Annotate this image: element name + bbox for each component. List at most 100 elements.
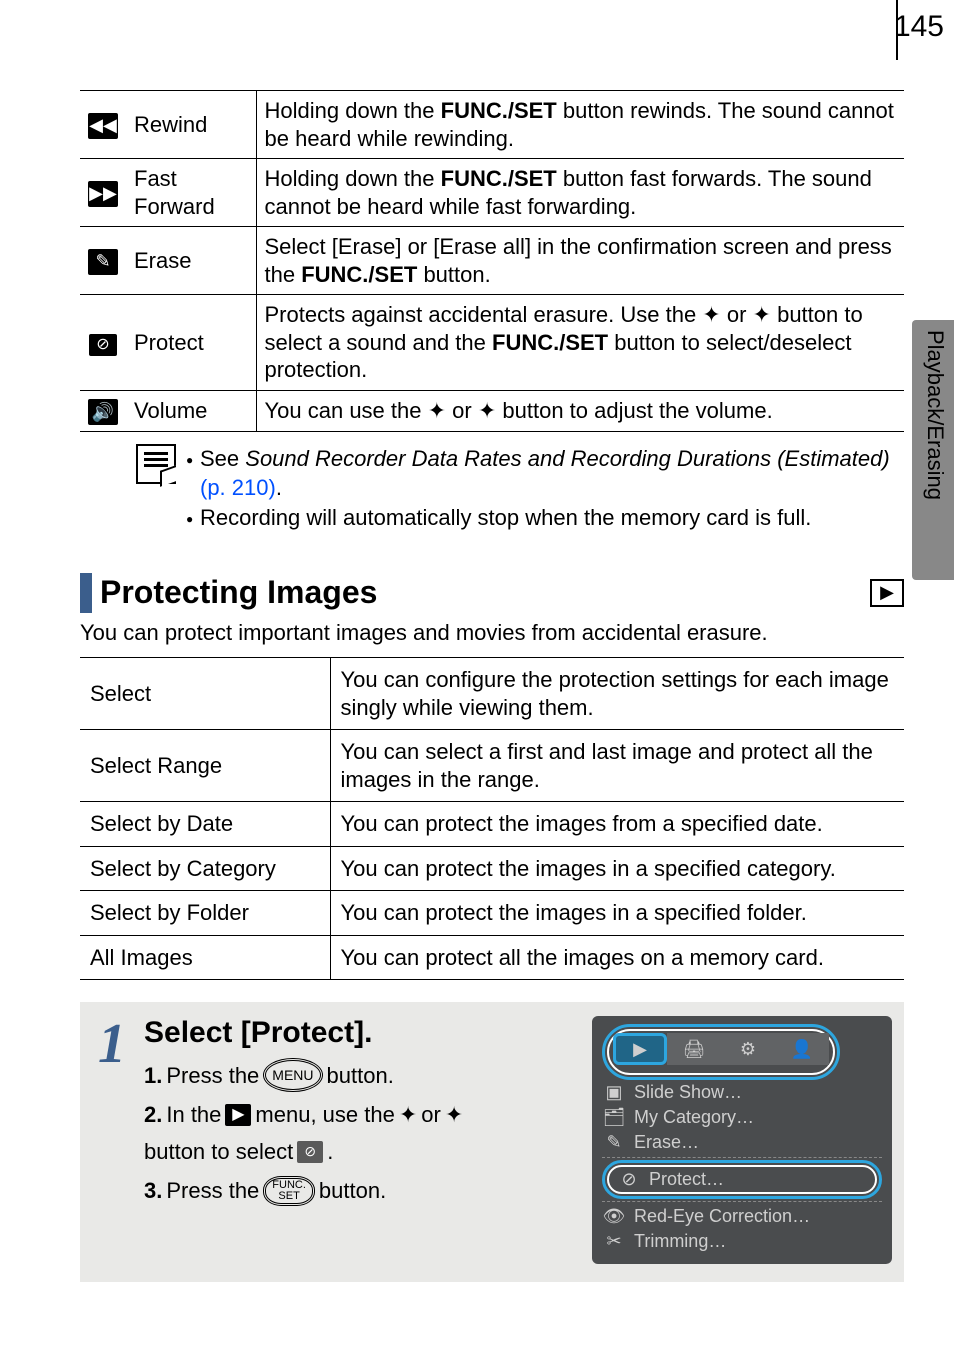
- bold-text: FUNC./SET: [492, 330, 608, 355]
- text: Fast: [134, 166, 177, 191]
- func-set-button-icon: FUNC. SET: [263, 1176, 315, 1206]
- menu-item: 👁 Red-Eye Correction…: [602, 1204, 882, 1229]
- option-name: Select by Category: [80, 846, 330, 891]
- option-desc: You can protect the images from a specif…: [330, 802, 904, 847]
- bold-text: FUNC./SET: [441, 98, 557, 123]
- row-label: Rewind: [126, 91, 256, 159]
- page-link[interactable]: (p. 210): [200, 475, 276, 500]
- menu-item: ▣Slide Show…: [602, 1080, 882, 1105]
- menu-label: Protect…: [649, 1169, 724, 1190]
- menu-label: My Category…: [634, 1107, 754, 1128]
- text: button.: [327, 1059, 394, 1092]
- text: or: [421, 1098, 441, 1131]
- bold-text: FUNC./SET: [441, 166, 557, 191]
- bold-text: FUNC./SET: [301, 262, 417, 287]
- erase-menu-icon: ✎: [602, 1132, 626, 1153]
- row-desc: Holding down the FUNC./SET button rewind…: [256, 91, 904, 159]
- tools-tab-icon: ⚙: [721, 1033, 775, 1065]
- text: .: [327, 1135, 333, 1168]
- text: button.: [417, 262, 490, 287]
- menu-item: ✂Trimming…: [602, 1229, 882, 1254]
- menu-item-highlighted: ⊘ Protect…: [607, 1165, 877, 1194]
- table-row: All ImagesYou can protect all the images…: [80, 935, 904, 980]
- table-row: SelectYou can configure the protection s…: [80, 658, 904, 730]
- playback-mode-icon: ▶: [870, 579, 904, 607]
- row-desc: You can use the ✦ or ✦ button to adjust …: [256, 390, 904, 431]
- text: Press the: [166, 1174, 259, 1207]
- menu-label: Slide Show…: [634, 1082, 742, 1103]
- category-icon: 🗂: [602, 1107, 626, 1128]
- up-arrow-icon: ✦: [428, 398, 446, 423]
- text: .: [276, 475, 282, 500]
- up-arrow-icon: ✦: [702, 302, 720, 327]
- option-name: Select Range: [80, 730, 330, 802]
- play-tab-icon: ▶: [613, 1033, 667, 1065]
- text: Protects against accidental erasure. Use…: [265, 302, 703, 327]
- table-row: 🔊 Volume You can use the ✦ or ✦ button t…: [80, 390, 904, 431]
- menu-label: Red-Eye Correction…: [634, 1206, 810, 1227]
- step-line: 1. Press the MENU button.: [144, 1058, 592, 1092]
- text: You can use the: [265, 398, 428, 423]
- option-name: All Images: [80, 935, 330, 980]
- table-row: ◀◀ Rewind Holding down the FUNC./SET but…: [80, 91, 904, 159]
- up-arrow-icon: ✦: [399, 1098, 417, 1131]
- table-row: Select RangeYou can select a first and l…: [80, 730, 904, 802]
- option-name: Select by Folder: [80, 891, 330, 936]
- text: Press the: [166, 1059, 259, 1092]
- table-row: Select by FolderYou can protect the imag…: [80, 891, 904, 936]
- text: In the: [166, 1098, 221, 1131]
- table-row: ▶▶ Fast Forward Holding down the FUNC./S…: [80, 159, 904, 227]
- text: menu, use the: [255, 1098, 394, 1131]
- row-label: Fast Forward: [126, 159, 256, 227]
- text: 1.: [144, 1059, 162, 1092]
- erase-icon: ✎: [88, 249, 118, 275]
- row-label: Erase: [126, 227, 256, 295]
- section-heading: Protecting Images ▶: [80, 573, 904, 613]
- text: button to select: [144, 1135, 293, 1168]
- play-menu-icon: ▶: [225, 1104, 251, 1126]
- protect-menu-icon: ⊘: [617, 1169, 641, 1190]
- table-row: ⊘ Protect Protects against accidental er…: [80, 295, 904, 391]
- divider: [602, 1201, 882, 1202]
- menu-button-icon: MENU: [263, 1058, 322, 1092]
- volume-icon: 🔊: [88, 399, 118, 425]
- print-tab-icon: 🖨: [667, 1033, 721, 1065]
- note-icon: [136, 444, 176, 484]
- row-desc: Holding down the FUNC./SET button fast f…: [256, 159, 904, 227]
- option-desc: You can protect the images in a specifie…: [330, 891, 904, 936]
- bullet-icon: [186, 503, 200, 533]
- menu-item: ✎Erase…: [602, 1130, 882, 1155]
- redeye-icon: 👁: [602, 1206, 626, 1227]
- option-name: Select: [80, 658, 330, 730]
- text: Holding down the: [265, 166, 441, 191]
- down-arrow-icon: ✦: [478, 398, 496, 423]
- row-desc: Protects against accidental erasure. Use…: [256, 295, 904, 391]
- side-tab-label: Playback/Erasing: [922, 330, 948, 500]
- step-line: 3. Press the FUNC. SET button.: [144, 1174, 592, 1207]
- text: 3.: [144, 1174, 162, 1207]
- text: button to adjust the volume.: [496, 398, 772, 423]
- camera-menu-mock: ▶ 🖨 ⚙ 👤 ▣Slide Show… 🗂 My Category… ✎Eras…: [592, 1016, 892, 1264]
- menu-label: Trimming…: [634, 1231, 726, 1252]
- down-arrow-icon: ✦: [445, 1098, 463, 1131]
- section-title: Protecting Images: [100, 574, 870, 611]
- text: or: [721, 302, 753, 327]
- section-subtitle: You can protect important images and mov…: [80, 619, 904, 648]
- step-line: 2. In the ▶ menu, use the ✦ or ✦ button …: [144, 1098, 592, 1168]
- table-row: ✎ Erase Select [Erase] or [Erase all] in…: [80, 227, 904, 295]
- protect-options-table: SelectYou can configure the protection s…: [80, 657, 904, 980]
- step-block: 1 Select [Protect]. 1. Press the MENU bu…: [80, 1002, 904, 1282]
- row-desc: Select [Erase] or [Erase all] in the con…: [256, 227, 904, 295]
- commands-table: ◀◀ Rewind Holding down the FUNC./SET but…: [80, 90, 904, 432]
- row-label: Volume: [126, 390, 256, 431]
- user-tab-icon: 👤: [775, 1033, 829, 1065]
- bullet-icon: [186, 444, 200, 503]
- protect-menu-icon: ⊘: [297, 1141, 323, 1163]
- note-block: See Sound Recorder Data Rates and Record…: [136, 444, 904, 533]
- option-desc: You can configure the protection setting…: [330, 658, 904, 730]
- option-desc: You can protect the images in a specifie…: [330, 846, 904, 891]
- highlight-ring: ⊘ Protect…: [602, 1160, 882, 1199]
- note-item: See Sound Recorder Data Rates and Record…: [200, 444, 904, 503]
- heading-bar: [80, 573, 92, 613]
- text: Holding down the: [265, 98, 441, 123]
